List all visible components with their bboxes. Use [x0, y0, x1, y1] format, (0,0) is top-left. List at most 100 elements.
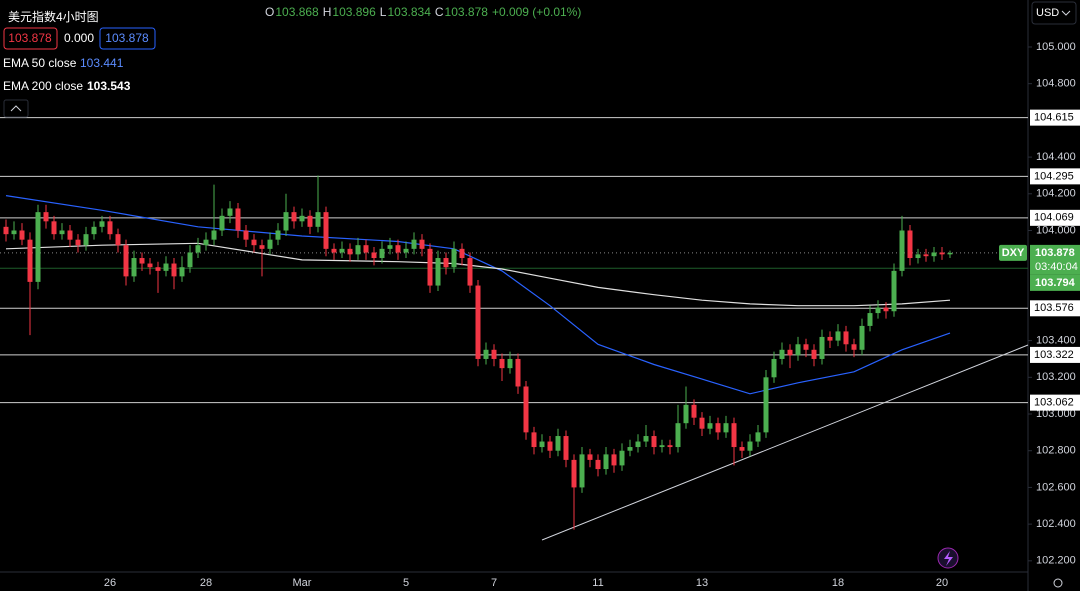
- candle-body: [227, 208, 233, 216]
- candle-body: [139, 258, 145, 264]
- y-tick-label: 103.200: [1036, 371, 1076, 383]
- candle-body: [443, 258, 449, 268]
- candle-body: [779, 349, 785, 359]
- candle-body: [947, 252, 953, 255]
- candle-body: [187, 252, 193, 268]
- quote-label: L: [380, 5, 387, 19]
- candle-body: [355, 245, 361, 255]
- y-tick-label: 105.000: [1036, 41, 1076, 53]
- candle-body: [475, 285, 481, 359]
- candle-body: [683, 404, 689, 424]
- y-tick-label: 102.400: [1036, 518, 1076, 530]
- candle-body: [603, 454, 609, 470]
- candle-body: [723, 423, 729, 433]
- level-label-box: [1030, 209, 1080, 226]
- candle-body: [611, 454, 617, 466]
- collapse-button[interactable]: [3, 99, 29, 118]
- spread: 0.000: [64, 31, 94, 45]
- candle-body: [827, 336, 833, 341]
- trend-line: [541, 344, 1029, 541]
- candle-body: [859, 325, 865, 350]
- candle-body: [491, 349, 497, 359]
- candle-body: [411, 239, 417, 249]
- candle-body: [619, 450, 625, 466]
- x-tick-label: Mar: [293, 577, 312, 589]
- quote-label: O: [265, 5, 274, 19]
- candle-body: [467, 258, 473, 286]
- candle-body: [19, 230, 25, 240]
- candle-body: [931, 252, 937, 257]
- last-price-box: [1030, 244, 1080, 275]
- candle-body: [595, 459, 601, 470]
- candle-body: [363, 245, 369, 253]
- quote-label: H: [323, 5, 332, 19]
- ema50-legend: EMA 50 close: [3, 56, 77, 70]
- candle-body: [115, 234, 121, 246]
- candle-body: [451, 248, 457, 268]
- candle-body: [3, 226, 9, 235]
- candle-body: [51, 221, 57, 235]
- candle-body: [571, 459, 577, 488]
- candle-body: [83, 234, 89, 246]
- candle-body: [915, 254, 921, 259]
- candle-body: [923, 254, 929, 257]
- level-label-box: [1030, 346, 1080, 363]
- quote-value: 103.896: [332, 5, 376, 19]
- candle-body: [91, 226, 97, 235]
- candle-body: [851, 344, 857, 350]
- candle-body: [147, 263, 153, 268]
- x-tick-label: 18: [832, 577, 844, 589]
- y-tick-label: 102.800: [1036, 445, 1076, 457]
- level-label-box: [1030, 394, 1080, 411]
- level-label: 103.062: [1034, 397, 1074, 409]
- level-label: 103.322: [1034, 349, 1074, 361]
- candle-body: [531, 432, 537, 448]
- candle-body: [555, 436, 561, 451]
- candle-body: [627, 447, 633, 451]
- candle-body: [867, 313, 873, 326]
- candle-body: [651, 436, 657, 448]
- quote-value: 103.868: [275, 5, 319, 19]
- y-tick-label: 102.600: [1036, 481, 1076, 493]
- candle-body: [787, 349, 793, 356]
- ask-box[interactable]: [99, 27, 156, 50]
- lightning-icon: [944, 551, 953, 566]
- candle-body: [35, 212, 41, 282]
- quote-label: C: [435, 5, 444, 19]
- x-tick-label: 5: [403, 577, 409, 589]
- level-label-box: [1030, 168, 1080, 185]
- level-label-box: [1030, 300, 1080, 317]
- ask-price: 103.878: [105, 31, 149, 45]
- settings-icon[interactable]: [1053, 578, 1063, 588]
- currency: USD: [1036, 7, 1059, 19]
- bid-box[interactable]: [3, 27, 58, 50]
- candle-body: [75, 239, 81, 246]
- quote-value: 103.878: [445, 5, 489, 19]
- level-label: 104.069: [1034, 212, 1074, 224]
- candle-body: [771, 358, 777, 378]
- x-tick-label: 26: [104, 577, 116, 589]
- currency-dropdown[interactable]: [1031, 1, 1077, 25]
- candle-body: [379, 248, 385, 259]
- countdown: 03:40:04: [1035, 261, 1078, 273]
- candle-body: [707, 423, 713, 429]
- candle-body: [587, 454, 593, 460]
- symbol: DXY: [1002, 247, 1025, 259]
- level-label: 104.295: [1034, 170, 1074, 182]
- quote-value: 103.834: [387, 5, 431, 19]
- candle-body: [563, 436, 569, 460]
- candle-body: [483, 349, 489, 359]
- candle-body: [435, 258, 441, 286]
- candle-body: [371, 252, 377, 259]
- candle-body: [291, 212, 297, 222]
- quote-change: +0.009 (+0.01%): [492, 5, 581, 19]
- candle-body: [891, 270, 897, 312]
- candle-body: [203, 239, 209, 246]
- candle-body: [171, 263, 177, 277]
- x-tick-label: 13: [696, 577, 708, 589]
- candle-body: [235, 208, 241, 231]
- y-tick-label: 103.000: [1036, 408, 1076, 420]
- candle-body: [539, 441, 545, 448]
